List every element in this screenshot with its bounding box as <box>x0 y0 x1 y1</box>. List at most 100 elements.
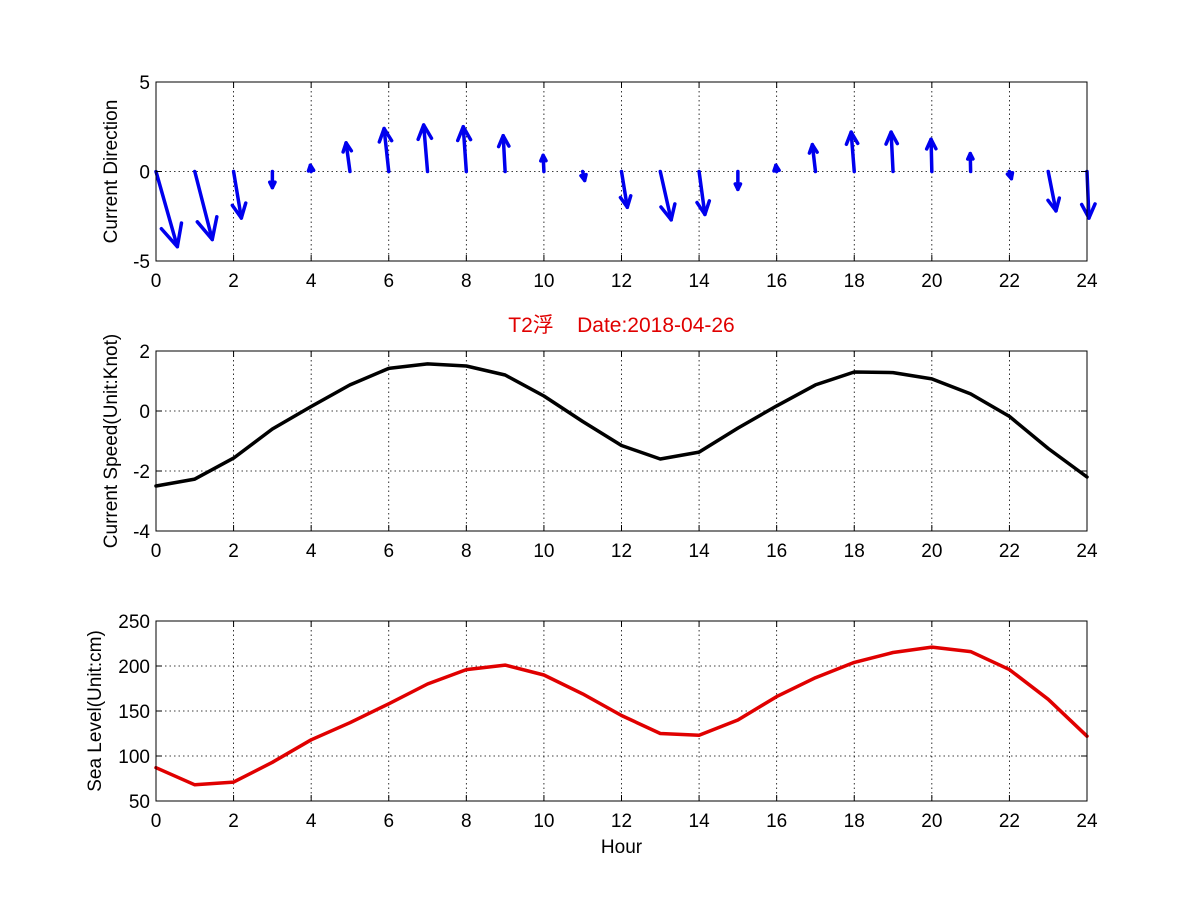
vector-head <box>1046 196 1062 213</box>
vector-arrow <box>844 130 860 174</box>
speed-ylabel: Current Speed(Unit:Knot) <box>101 334 122 548</box>
series-line <box>154 362 1089 488</box>
vector-head <box>924 137 938 151</box>
x-tick-label: 4 <box>306 811 317 832</box>
x-tick-label: 14 <box>689 271 711 292</box>
x-tick-label: 2 <box>228 271 239 292</box>
vector-head <box>884 130 900 146</box>
x-tick-label: 10 <box>533 541 554 562</box>
vector-shaft <box>658 169 673 222</box>
vector-shaft <box>461 125 469 174</box>
vector-shaft <box>889 130 895 174</box>
x-tick-label: 8 <box>461 271 472 292</box>
x-tick-label: 0 <box>151 271 162 292</box>
vector-arrow <box>306 163 316 174</box>
vector-head <box>341 141 354 154</box>
direction-panel: 0 2 4 6 8 10 12 14 16 18 20 22 24-505 Current Direct… <box>101 73 1098 292</box>
vector-head <box>159 221 184 249</box>
vector-arrow <box>658 169 677 222</box>
y-tick-label: 50 <box>129 792 150 813</box>
figure-title: T2浮 Date:2018-04-26 <box>508 314 734 337</box>
level-xlabel: Hour <box>601 837 643 858</box>
vector-arrow <box>924 137 938 174</box>
x-tick-label: 14 <box>689 541 711 562</box>
x-tick-label: 8 <box>461 541 472 562</box>
vector-arrow <box>230 169 248 220</box>
speed-ticks: 0 2 4 6 8 10 12 14 16 18 20 22 24-4-202 <box>133 342 1098 562</box>
x-tick-label: 0 <box>151 541 162 562</box>
x-tick-label: 22 <box>999 811 1020 832</box>
vector-head <box>659 202 677 222</box>
x-tick-label: 2 <box>228 811 239 832</box>
vector-arrow <box>965 151 975 174</box>
x-tick-label: 6 <box>383 811 394 832</box>
vector-shaft <box>849 130 856 174</box>
vector-arrow <box>268 169 277 190</box>
direction-gridlines <box>156 82 1087 261</box>
x-tick-label: 18 <box>844 811 865 832</box>
vector-arrow <box>733 169 743 192</box>
x-tick-label: 22 <box>999 541 1020 562</box>
x-tick-label: 24 <box>1076 541 1098 562</box>
vector-arrow <box>193 169 219 242</box>
vector-head <box>618 194 633 210</box>
vector-arrow <box>772 163 781 174</box>
x-tick-label: 6 <box>383 271 394 292</box>
direction-ticks: 0 2 4 6 8 10 12 14 16 18 20 22 24-505 <box>133 73 1098 292</box>
vector-head <box>1079 202 1097 220</box>
vector-arrow <box>341 141 354 174</box>
x-tick-label: 12 <box>611 271 632 292</box>
vector-shaft <box>697 169 707 217</box>
vector-head <box>416 123 434 142</box>
vector-shaft <box>231 169 244 220</box>
x-tick-label: 24 <box>1076 811 1098 832</box>
series-line <box>154 645 1089 787</box>
x-tick-label: 2 <box>228 541 239 562</box>
vector-arrow <box>618 169 633 210</box>
vector-arrow <box>579 169 588 183</box>
vector-shaft <box>501 133 507 174</box>
x-tick-label: 16 <box>766 811 787 832</box>
x-tick-label: 12 <box>611 811 632 832</box>
vector-head <box>377 126 394 144</box>
vector-arrow <box>1046 169 1062 213</box>
vector-shaft <box>193 169 214 242</box>
x-tick-label: 6 <box>383 541 394 562</box>
vector-arrow <box>154 169 184 249</box>
x-tick-label: 20 <box>921 811 942 832</box>
vector-shaft <box>1046 169 1058 213</box>
speed-gridlines <box>156 351 1087 531</box>
x-tick-label: 4 <box>306 271 317 292</box>
vector-arrow <box>377 126 394 174</box>
vector-arrow <box>539 153 548 174</box>
x-tick-label: 12 <box>611 541 632 562</box>
vector-shaft <box>382 126 391 174</box>
x-tick-label: 20 <box>921 541 942 562</box>
x-tick-label: 20 <box>921 271 942 292</box>
vector-head <box>1005 171 1015 181</box>
x-tick-label: 8 <box>461 811 472 832</box>
y-tick-label: -5 <box>133 252 150 273</box>
y-tick-label: -4 <box>133 522 150 543</box>
x-tick-label: 0 <box>151 811 162 832</box>
vector-head <box>807 142 819 155</box>
y-tick-label: 150 <box>118 702 150 723</box>
x-tick-label: 10 <box>533 811 554 832</box>
vector-head <box>496 133 511 149</box>
vector-arrow <box>455 125 473 174</box>
speed-line <box>154 362 1089 488</box>
level-line <box>154 645 1089 787</box>
vector-shaft <box>929 137 934 174</box>
x-tick-label: 16 <box>766 271 787 292</box>
level-ylabel: Sea Level(Unit:cm) <box>85 630 106 792</box>
vector-head <box>539 153 548 163</box>
vector-head <box>455 125 473 143</box>
y-tick-label: 0 <box>139 402 150 423</box>
vector-arrow <box>496 133 511 174</box>
vector-head <box>306 163 316 173</box>
x-tick-label: 22 <box>999 271 1020 292</box>
y-tick-label: -2 <box>133 462 150 483</box>
